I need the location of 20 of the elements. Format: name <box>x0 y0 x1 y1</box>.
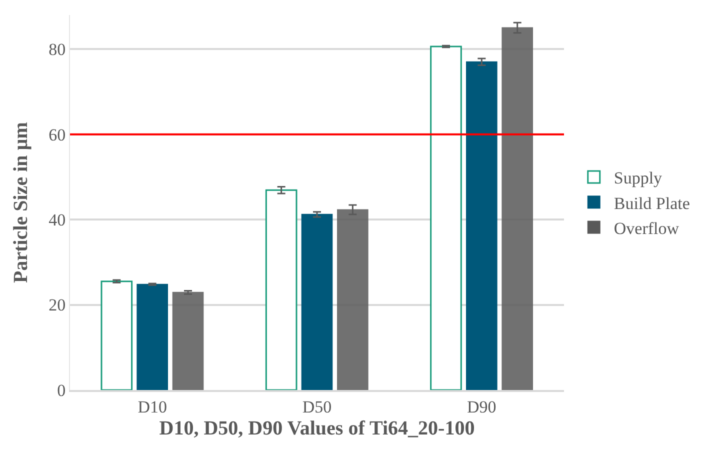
bar <box>301 214 333 390</box>
legend-label: Build Plate <box>614 194 690 213</box>
bar <box>136 284 168 390</box>
x-tick-label: D90 <box>467 397 496 416</box>
bar <box>172 292 204 390</box>
y-tick-label: 40 <box>48 210 66 230</box>
x-axis-title: D10, D50, D90 Values of Ti64_20-100 <box>159 417 475 440</box>
x-tick-label: D10 <box>138 397 167 416</box>
bar <box>265 189 298 390</box>
bar <box>430 46 462 390</box>
y-tick-label: 80 <box>48 40 66 60</box>
legend-label: Overflow <box>614 218 680 238</box>
bar <box>466 61 498 390</box>
y-tick-label: 60 <box>48 125 66 144</box>
x-tick-label: D50 <box>302 397 332 416</box>
y-axis-title: Particle Size in µm <box>10 122 32 283</box>
y-tick-label: 20 <box>48 296 66 315</box>
legend-label: Supply <box>614 168 663 188</box>
bar <box>100 280 133 390</box>
y-tick-label: 0 <box>57 380 66 400</box>
